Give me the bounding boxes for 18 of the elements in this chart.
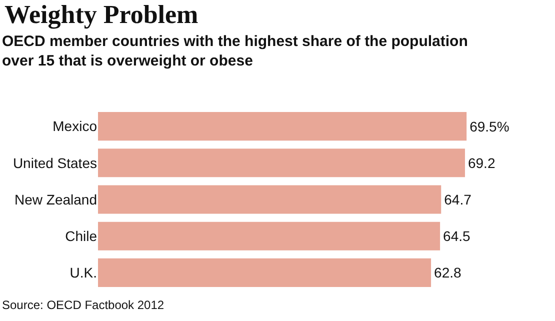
bar	[98, 112, 467, 141]
y-tick-label: United States	[12, 154, 97, 171]
chart-subtitle: OECD member countries with the highest share of the population over 15 that is overweight or obese	[2, 33, 468, 70]
source-note: Source: OECD Factbook 2012	[2, 298, 164, 312]
data-label: 64.5	[443, 228, 471, 244]
y-tick-label: Mexico	[52, 118, 98, 134]
data-label: 69.2	[468, 154, 496, 171]
y-tick-label: Chile	[65, 228, 98, 244]
bar	[98, 148, 465, 178]
y-tick-label: U.K.	[70, 264, 97, 281]
bar	[98, 222, 440, 250]
data-label: 64.7	[444, 192, 472, 208]
y-tick-label: New Zealand	[14, 191, 97, 208]
bar	[98, 258, 432, 287]
data-label: 69.5%	[470, 118, 510, 134]
chart-title: Weighty Problem	[4, 0, 199, 30]
bar	[98, 185, 442, 214]
data-label: 62.8	[434, 264, 462, 281]
